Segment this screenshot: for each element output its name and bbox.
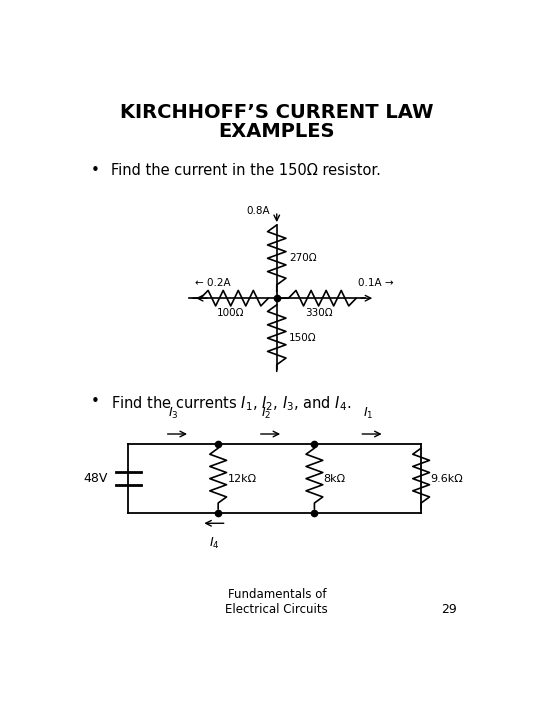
Text: 100Ω: 100Ω	[217, 308, 245, 318]
Text: $I_1$: $I_1$	[362, 405, 373, 420]
Text: •: •	[91, 163, 99, 178]
Text: Find the currents $I_1$, $I_2$, $I_3$, and $I_4$.: Find the currents $I_1$, $I_2$, $I_3$, a…	[111, 394, 352, 413]
Text: KIRCHHOFF’S CURRENT LAW: KIRCHHOFF’S CURRENT LAW	[120, 103, 434, 122]
Text: 330Ω: 330Ω	[305, 308, 333, 318]
Text: $I_4$: $I_4$	[208, 536, 219, 551]
Text: Find the current in the 150Ω resistor.: Find the current in the 150Ω resistor.	[111, 163, 381, 178]
Text: $I_2$: $I_2$	[261, 405, 272, 420]
Text: 0.1A →: 0.1A →	[359, 278, 394, 288]
Text: 150Ω: 150Ω	[289, 333, 317, 343]
Text: EXAMPLES: EXAMPLES	[219, 122, 335, 141]
Text: 12kΩ: 12kΩ	[227, 474, 256, 484]
Text: ← 0.2A: ← 0.2A	[195, 278, 231, 288]
Text: 48V: 48V	[83, 472, 107, 485]
Text: $I_3$: $I_3$	[168, 405, 178, 420]
Text: Fundamentals of
Electrical Circuits: Fundamentals of Electrical Circuits	[225, 588, 328, 616]
Text: 8kΩ: 8kΩ	[323, 474, 346, 484]
Text: 0.8A: 0.8A	[247, 206, 271, 216]
Text: •: •	[91, 394, 99, 409]
Text: 9.6kΩ: 9.6kΩ	[430, 474, 463, 484]
Text: 270Ω: 270Ω	[289, 253, 317, 264]
Text: 29: 29	[441, 603, 457, 616]
